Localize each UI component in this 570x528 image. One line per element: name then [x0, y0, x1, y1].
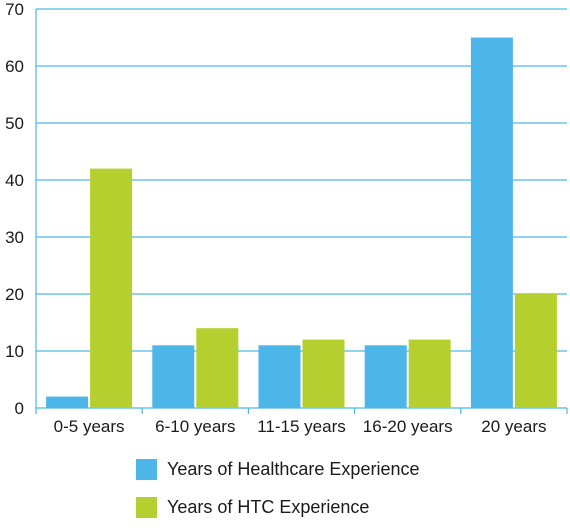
legend-swatch-htc: [136, 496, 157, 518]
bars: [46, 37, 557, 408]
legend-item-healthcare: Years of Healthcare Experience: [136, 452, 419, 486]
bar: [408, 339, 451, 408]
bar: [258, 345, 301, 408]
y-tick-label: 20: [5, 285, 24, 304]
bar-chart: 0 10 20 30 40 50 60 70 0-5 years 6-10 years 11-15…: [5, 0, 568, 436]
y-tick-label: 0: [15, 399, 24, 418]
y-tick-label: 10: [5, 342, 24, 361]
bar: [196, 328, 239, 408]
bar: [90, 168, 133, 408]
x-tick-labels: 0-5 years 6-10 years 11-15 years 16-20 year…: [54, 417, 547, 436]
bar: [470, 37, 513, 408]
x-tick-label: 16-20 years: [363, 417, 453, 436]
y-tick-label: 60: [5, 57, 24, 76]
bar: [364, 345, 407, 408]
y-tick-label: 40: [5, 171, 24, 190]
bar: [302, 339, 345, 408]
y-tick-label: 50: [5, 114, 24, 133]
x-tick-label: 6-10 years: [155, 417, 235, 436]
legend: Years of Healthcare Experience Years of …: [136, 452, 419, 528]
x-tick-label: 11-15 years: [257, 417, 346, 436]
y-tick-labels: 0 10 20 30 40 50 60 70: [5, 0, 24, 418]
x-tick-label: 20 years: [481, 417, 546, 436]
legend-swatch-healthcare: [136, 458, 157, 480]
x-tick-label: 0-5 years: [54, 417, 125, 436]
y-tick-label: 70: [5, 0, 24, 19]
legend-item-htc: Years of HTC Experience: [136, 490, 419, 524]
bar: [514, 294, 557, 408]
legend-label-healthcare: Years of Healthcare Experience: [167, 458, 420, 479]
bar: [152, 345, 195, 408]
bar: [46, 396, 89, 408]
legend-label-htc: Years of HTC Experience: [167, 496, 370, 517]
y-tick-label: 30: [5, 228, 24, 247]
